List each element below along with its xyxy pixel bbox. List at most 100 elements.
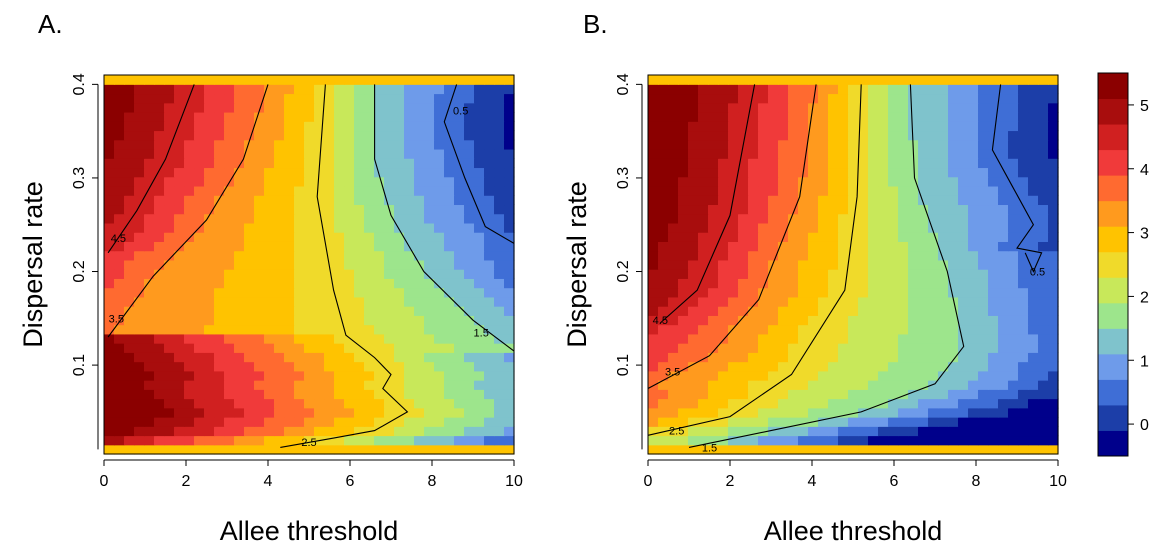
heatmap-cell [144, 176, 155, 187]
heatmap-cell [878, 315, 889, 326]
heatmap-cell [454, 130, 465, 141]
heatmap-cell [688, 213, 699, 224]
heatmap-cell [284, 139, 295, 150]
heatmap-cell [798, 148, 809, 159]
heatmap-cell [134, 306, 145, 316]
heatmap-cell [868, 158, 879, 169]
heatmap-cell [404, 111, 415, 122]
heatmap-cell [998, 148, 1009, 159]
heatmap-cell [1008, 361, 1019, 372]
heatmap-cell [434, 343, 445, 353]
heatmap-cell [274, 176, 285, 187]
heatmap-cell [294, 111, 305, 122]
heatmap-cell [1038, 278, 1049, 289]
heatmap-cell [788, 380, 799, 390]
heatmap-cell [464, 389, 475, 400]
heatmap-cell [648, 435, 659, 446]
heatmap-cell [778, 278, 789, 289]
heatmap-cell [968, 361, 979, 372]
heatmap-cell [878, 259, 889, 270]
heatmap-cell [104, 370, 115, 381]
heatmap-cell [334, 111, 345, 122]
heatmap-cell [938, 278, 949, 289]
heatmap-cell [274, 232, 285, 242]
heatmap-cell [1008, 111, 1019, 122]
heatmap-cell [454, 389, 465, 400]
heatmap-cell [124, 232, 135, 242]
heatmap-cell [374, 380, 385, 390]
heatmap-cell [748, 222, 759, 233]
heatmap-cell [788, 222, 799, 233]
heatmap-cell [164, 241, 175, 252]
heatmap-cell [494, 352, 505, 363]
heatmap-cell [648, 241, 659, 252]
heatmap-cell [434, 158, 445, 169]
heatmap-cell [998, 287, 1009, 298]
heatmap-cell [434, 185, 445, 196]
heatmap-cell [384, 121, 395, 132]
heatmap-cell [888, 111, 899, 122]
heatmap-cell [668, 287, 679, 298]
heatmap-cell [758, 426, 769, 437]
heatmap-cell [928, 75, 939, 85]
heatmap-cell [244, 75, 255, 85]
heatmap-cell [678, 426, 689, 437]
heatmap-cell [728, 130, 739, 141]
heatmap-cell [124, 158, 135, 169]
heatmap-cell [154, 315, 165, 326]
heatmap-cell [718, 75, 729, 85]
heatmap-cell [888, 148, 899, 159]
heatmap-cell [194, 287, 205, 298]
heatmap-cell [184, 121, 195, 132]
heatmap-cell [838, 333, 849, 344]
heatmap-cell [274, 269, 285, 279]
heatmap-cell [204, 176, 215, 187]
heatmap-cell [758, 278, 769, 289]
heatmap-cell [324, 407, 335, 418]
heatmap-cell [918, 417, 929, 427]
heatmap-cell [968, 241, 979, 252]
heatmap-cell [968, 130, 979, 141]
heatmap-cell [738, 398, 749, 409]
heatmap-cell [998, 93, 1009, 104]
heatmap-cell [474, 306, 485, 316]
heatmap-cell [384, 158, 395, 169]
heatmap-cell [344, 158, 355, 169]
heatmap-cell [144, 232, 155, 242]
heatmap-cell [818, 287, 829, 298]
heatmap-cell [728, 102, 739, 113]
heatmap-cell [988, 111, 999, 122]
heatmap-cell [888, 324, 899, 335]
heatmap-cell [928, 315, 939, 326]
heatmap-cell [374, 407, 385, 418]
heatmap-cell [948, 444, 959, 455]
heatmap-cell [374, 222, 385, 233]
heatmap-cell [444, 435, 455, 446]
heatmap-cell [454, 296, 465, 307]
heatmap-cell [404, 296, 415, 307]
heatmap-cell [344, 241, 355, 252]
heatmap-cell [244, 287, 255, 298]
heatmap-cell [464, 417, 475, 427]
heatmap-cell [404, 130, 415, 141]
heatmap-cell [314, 426, 325, 437]
heatmap-cell [344, 287, 355, 298]
heatmap-cell [444, 444, 455, 455]
heatmap-cell [978, 148, 989, 159]
heatmap-cell [154, 213, 165, 224]
heatmap-cell [758, 241, 769, 252]
heatmap-cell [1018, 407, 1029, 418]
heatmap-cell [768, 444, 779, 455]
heatmap-cell [414, 204, 425, 215]
heatmap-cell [718, 333, 729, 344]
heatmap-cell [504, 139, 515, 150]
heatmap-cell [444, 324, 455, 335]
x-axis-title-a: Allee threshold [220, 516, 399, 546]
heatmap-cell [224, 296, 235, 307]
heatmap-cell [788, 232, 799, 242]
heatmap-cell [174, 259, 185, 270]
heatmap-cell [658, 185, 669, 196]
heatmap-cell [324, 111, 335, 122]
heatmap-cell [778, 111, 789, 122]
heatmap-cell [374, 84, 385, 95]
